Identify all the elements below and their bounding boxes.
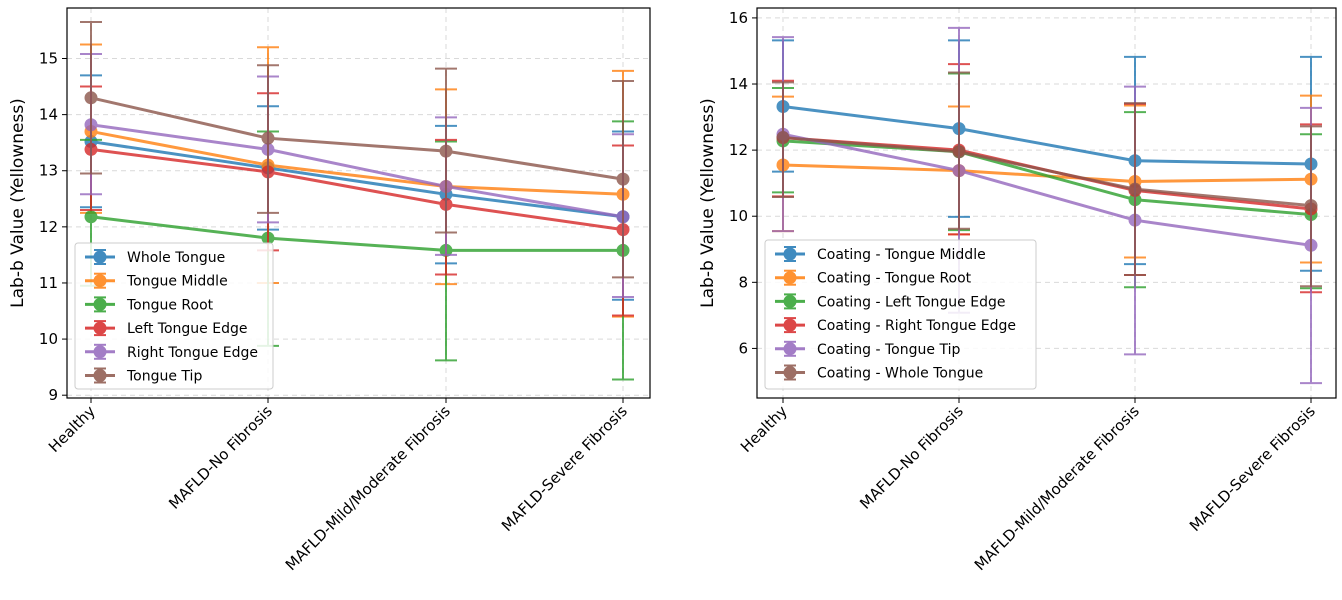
y-tick-label: 12 bbox=[729, 141, 748, 159]
y-tick-label: 6 bbox=[738, 339, 748, 357]
y-tick-label: 16 bbox=[729, 9, 748, 27]
legend-entry bbox=[85, 272, 115, 289]
axes-frame bbox=[756, 7, 1337, 399]
series-line bbox=[90, 129, 624, 196]
legend-entry bbox=[85, 249, 115, 265]
series-line bbox=[90, 147, 624, 232]
legend-label: Whole Tongue bbox=[127, 250, 225, 266]
series-6 bbox=[772, 71, 1322, 288]
data-point bbox=[1304, 199, 1318, 213]
series-line bbox=[782, 139, 1312, 217]
x-tick-label: MAFLD-Mild/Moderate Fibrosis bbox=[971, 402, 1143, 574]
legend-label: Coating - Tongue Root bbox=[817, 271, 972, 287]
legend: Whole Tongue Tongue Middle Tongue Root Left… bbox=[74, 242, 274, 390]
legend-entry bbox=[85, 343, 115, 360]
data-point bbox=[261, 131, 275, 145]
series-2 bbox=[772, 94, 1322, 264]
x-tick-label: MAFLD-No Fibrosis bbox=[856, 402, 967, 513]
x-tick-label: MAFLD-No Fibrosis bbox=[165, 402, 276, 513]
data-point bbox=[1128, 182, 1142, 196]
legend-marker bbox=[93, 321, 107, 335]
legend-entry bbox=[775, 246, 805, 262]
y-axis-label: Lab-b Value (Yellowness) bbox=[8, 98, 28, 308]
legend-entry bbox=[775, 340, 805, 357]
y-tick-label: 9 bbox=[48, 386, 58, 404]
legend-marker bbox=[783, 366, 797, 379]
legend-box bbox=[74, 242, 274, 390]
legend-marker bbox=[93, 250, 107, 264]
y-tick-label: 13 bbox=[39, 162, 58, 180]
legend-entry bbox=[85, 367, 115, 384]
legend-label: Coating - Left Tongue Edge bbox=[817, 294, 1005, 310]
y-tick-label: 10 bbox=[39, 330, 58, 348]
data-point bbox=[84, 210, 98, 224]
series-line bbox=[782, 163, 1312, 184]
series-line bbox=[782, 105, 1312, 166]
legend-label: Right Tongue Edge bbox=[127, 345, 258, 361]
x-tick-label: Healthy bbox=[737, 402, 791, 456]
y-tick-label: 12 bbox=[39, 218, 58, 236]
legend-entry bbox=[775, 317, 805, 334]
y-tick-label: 14 bbox=[39, 106, 58, 124]
legend-label: Tongue Tip bbox=[126, 369, 202, 385]
axes-frame bbox=[66, 7, 651, 399]
y-tick-label: 11 bbox=[39, 274, 58, 292]
legend-label: Coating - Whole Tongue bbox=[817, 366, 983, 382]
legend-label: Tongue Root bbox=[126, 297, 214, 313]
legend-box bbox=[764, 239, 1037, 390]
legend-entry bbox=[775, 293, 805, 310]
series-line bbox=[90, 140, 624, 219]
series-line bbox=[90, 123, 624, 219]
legend-entry bbox=[85, 296, 115, 313]
legend-marker bbox=[783, 271, 797, 285]
data-point bbox=[776, 131, 790, 145]
data-point bbox=[952, 145, 966, 159]
y-tick-label: 10 bbox=[729, 207, 748, 225]
x-tick-label: MAFLD-Severe Fibrosis bbox=[498, 402, 631, 535]
legend-label: Coating - Tongue Middle bbox=[817, 247, 986, 263]
series-line bbox=[782, 132, 1312, 247]
legend-marker bbox=[783, 342, 797, 356]
series-line bbox=[782, 136, 1312, 208]
legend-entry bbox=[775, 269, 805, 286]
legend: Coating - Tongue Middle Coating - Tongue … bbox=[764, 239, 1037, 390]
legend-label: Coating - Right Tongue Edge bbox=[817, 318, 1016, 334]
legend-marker bbox=[783, 318, 797, 332]
legend-label: Coating - Tongue Tip bbox=[817, 342, 960, 358]
legend-marker bbox=[783, 294, 797, 308]
y-tick-label: 14 bbox=[729, 75, 748, 93]
legend-entry bbox=[85, 320, 115, 337]
series-line bbox=[90, 96, 624, 181]
x-tick-label: Healthy bbox=[45, 402, 99, 456]
x-tick-label: MAFLD-Severe Fibrosis bbox=[1186, 402, 1319, 535]
y-tick-label: 8 bbox=[738, 273, 748, 291]
y-axis-label: Lab-b Value (Yellowness) bbox=[698, 98, 718, 308]
legend-label: Left Tongue Edge bbox=[127, 321, 247, 337]
legend-label: Tongue Middle bbox=[126, 274, 228, 290]
legend-marker bbox=[93, 297, 107, 311]
series-6 bbox=[80, 21, 634, 279]
series-line bbox=[90, 215, 623, 252]
x-tick-label: MAFLD-Mild/Moderate Fibrosis bbox=[282, 402, 454, 574]
y-tick-label: 15 bbox=[39, 50, 58, 68]
data-point bbox=[84, 91, 98, 105]
legend-marker bbox=[93, 369, 107, 382]
legend-marker bbox=[93, 274, 107, 288]
data-point bbox=[616, 172, 630, 186]
legend-marker bbox=[783, 247, 797, 261]
data-point bbox=[439, 144, 453, 158]
legend-marker bbox=[93, 345, 107, 359]
legend-entry bbox=[775, 364, 805, 381]
